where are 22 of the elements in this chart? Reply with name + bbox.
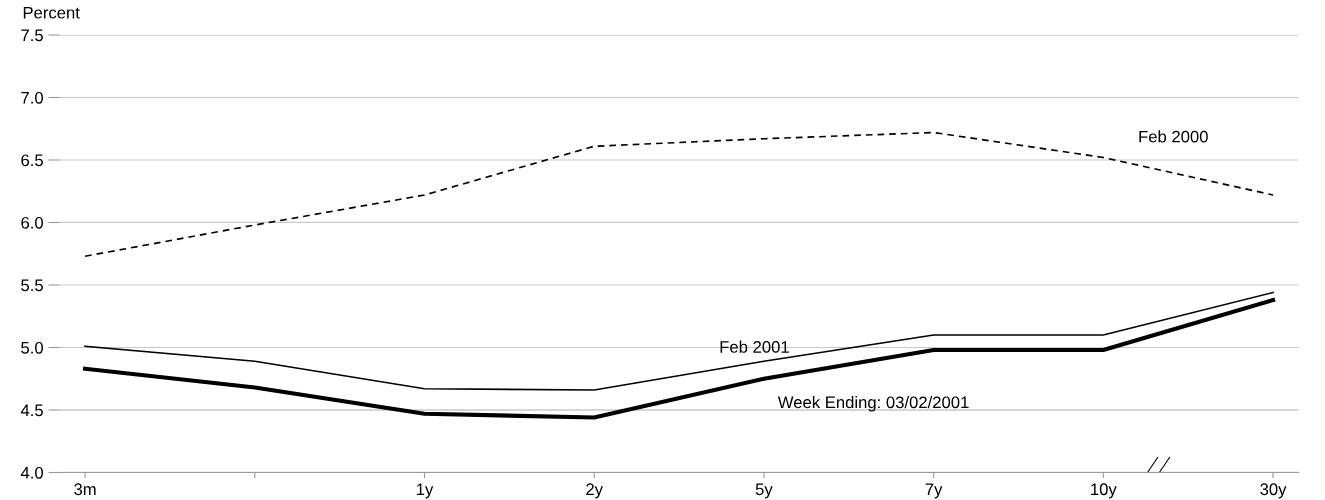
y-tick-label: 6.5 [21,154,43,167]
x-tick-label: 2y [586,483,603,499]
y-tick-label: 4.5 [20,404,43,417]
line-series [84,131,1274,258]
x-tick-label: 10y [1091,483,1117,499]
x-tick-label: 7y [925,483,943,499]
series-label: Feb 2001 [720,340,789,353]
y-tick-label: 7.5 [21,29,43,42]
x-tick-label: 1y [416,483,434,499]
y-tick-label: 5.5 [21,279,43,292]
y-tick-label: 5.0 [21,341,43,354]
series-label: Feb 2000 [1139,130,1208,143]
line-series [84,291,1274,391]
y-tick-label: 7.0 [21,91,43,104]
x-tick-label: 5y [755,483,773,499]
x-tick-label: 30y [1260,483,1287,499]
y-tick-label: 6.0 [21,216,43,229]
x-tick-label: 3m [74,483,96,496]
line-series [82,297,1276,420]
series-label: Week Ending: 03/02/2001 [777,395,969,412]
y-axis-title: Percent [23,6,80,19]
y-tick-label: 4.0 [20,466,43,479]
